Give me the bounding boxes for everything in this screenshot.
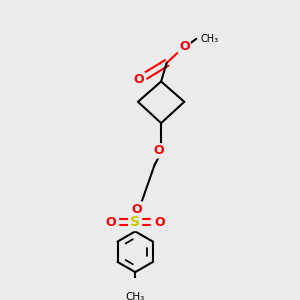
Text: O: O xyxy=(132,203,142,216)
Text: O: O xyxy=(155,216,166,229)
Text: S: S xyxy=(130,215,140,229)
Text: O: O xyxy=(153,144,164,158)
Text: O: O xyxy=(134,73,144,86)
Text: CH₃: CH₃ xyxy=(126,292,145,300)
Text: O: O xyxy=(179,40,190,53)
Text: O: O xyxy=(105,216,116,229)
Text: CH₃: CH₃ xyxy=(201,34,219,44)
